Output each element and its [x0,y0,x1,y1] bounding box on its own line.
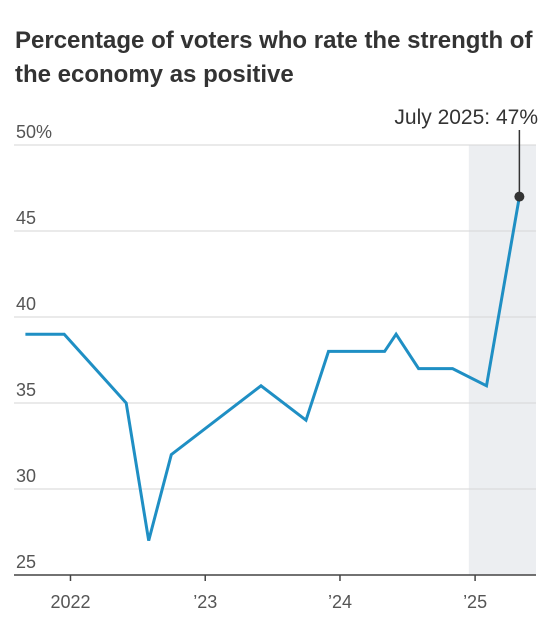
annotation-label: July 2025: 47% [394,106,538,129]
annotation-point [514,191,525,202]
highlight-band [468,145,536,575]
y-tick-label: 40 [16,294,36,314]
y-axis-labels: 50% 45 40 35 30 25 [16,122,52,572]
chart-title: Percentage of voters who rate the streng… [15,27,533,88]
series-layer [25,196,521,541]
highlight-band-layer [468,145,536,575]
x-tick-label: ’23 [193,592,217,612]
x-axis: 2022 ’23 ’24 ’25 [14,574,536,612]
annotation-layer: July 2025: 47% [394,106,538,202]
y-tick-label: 50% [16,122,52,142]
gridlines [14,144,536,490]
y-tick-label: 35 [16,380,36,400]
series-line [25,196,521,541]
x-tick-label: ’25 [463,592,487,612]
y-tick-label: 30 [16,466,36,486]
y-tick-label: 45 [16,208,36,228]
x-tick-label: ’24 [328,592,352,612]
x-tick-label: 2022 [50,592,90,612]
y-tick-label: 25 [16,552,36,572]
